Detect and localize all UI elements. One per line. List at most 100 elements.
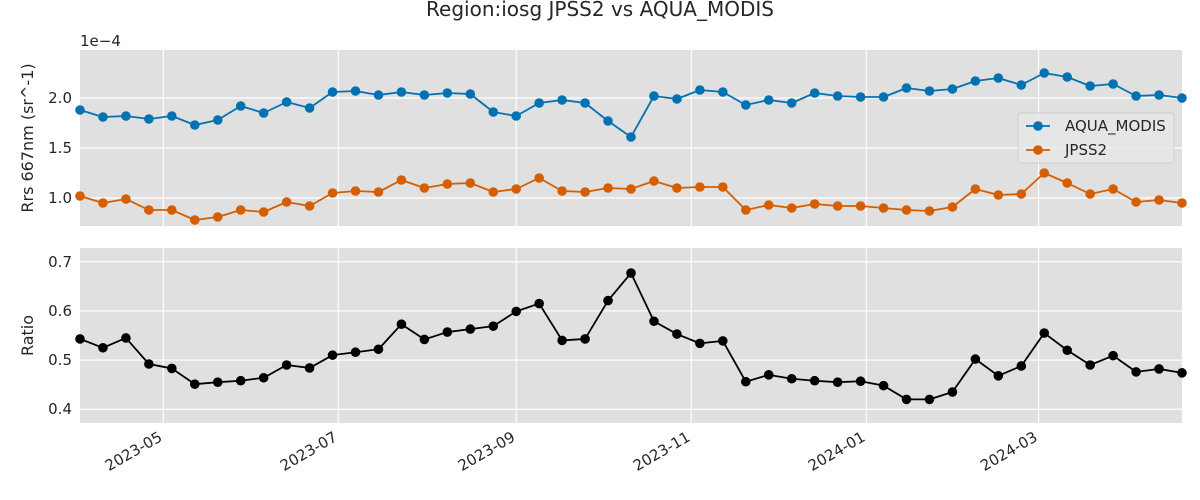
- data-point: [167, 111, 177, 121]
- data-point: [465, 324, 476, 334]
- data-point: [695, 85, 705, 95]
- y-tick-label: 0.4: [48, 400, 72, 418]
- data-point: [603, 116, 613, 126]
- data-point: [855, 201, 866, 211]
- data-point: [1131, 367, 1141, 377]
- data-point: [419, 90, 430, 100]
- legend-label: JPSS2: [1064, 141, 1107, 159]
- data-point: [878, 203, 889, 213]
- data-point: [603, 183, 613, 193]
- data-point: [212, 377, 223, 387]
- data-point: [993, 190, 1004, 200]
- data-point: [695, 182, 705, 192]
- x-tick-label: 2023-11: [630, 428, 693, 475]
- x-tick-label: 2023-05: [102, 428, 165, 475]
- y-scale-label: 1e−4: [80, 32, 121, 50]
- data-point: [258, 207, 269, 217]
- data-point: [189, 379, 200, 389]
- y-tick-label: 0.6: [48, 302, 72, 320]
- data-point: [1177, 93, 1187, 103]
- data-point: [832, 91, 843, 101]
- data-point: [1016, 361, 1027, 371]
- data-point: [373, 187, 384, 197]
- data-point: [855, 92, 866, 102]
- data-point: [281, 97, 292, 107]
- data-point: [488, 321, 499, 331]
- series-ratio: [75, 268, 1187, 405]
- data-point: [511, 306, 522, 317]
- data-point: [98, 342, 108, 353]
- data-point: [809, 88, 820, 98]
- data-point: [947, 84, 958, 94]
- data-point: [1085, 81, 1095, 91]
- data-point: [786, 203, 797, 213]
- x-tick-label: 2024-03: [977, 428, 1040, 475]
- data-point: [924, 86, 935, 96]
- data-point: [144, 205, 154, 215]
- data-point: [511, 184, 522, 194]
- data-point: [557, 95, 567, 105]
- data-point: [786, 98, 797, 108]
- data-point: [878, 380, 889, 391]
- data-point: [121, 333, 131, 343]
- data-point: [350, 347, 361, 358]
- y-tick-label: 1.0: [48, 189, 72, 207]
- data-point: [626, 268, 636, 278]
- data-point: [98, 112, 108, 122]
- legend: AQUA_MODIS JPSS2: [1017, 112, 1175, 164]
- data-point: [396, 319, 407, 329]
- legend-label: AQUA_MODIS: [1065, 117, 1166, 136]
- data-point: [75, 191, 85, 201]
- data-point: [580, 334, 590, 344]
- data-point: [1154, 364, 1164, 374]
- y-tick-label: 1.5: [48, 139, 72, 157]
- data-point: [947, 202, 958, 212]
- data-point: [511, 111, 522, 121]
- data-point: [672, 183, 682, 193]
- data-point: [672, 329, 682, 339]
- data-point: [970, 184, 981, 194]
- data-point: [235, 205, 246, 215]
- data-point: [1062, 178, 1073, 188]
- data-point: [1039, 168, 1050, 178]
- data-point: [1108, 184, 1118, 194]
- y-axis-label: Rrs 667nm (sr^-1): [18, 63, 37, 212]
- data-point: [281, 197, 292, 207]
- data-point: [465, 178, 476, 188]
- data-point: [970, 354, 981, 364]
- y-tick-label: 0.7: [48, 253, 72, 271]
- top-panel: 1.0 1.5 2.0 Rrs 667nm (sr^-1) 1e−4 AQUA_MODIS…: [18, 32, 1187, 226]
- x-tick-label: 2024-01: [805, 428, 868, 475]
- data-point: [1177, 198, 1187, 208]
- data-point: [98, 198, 108, 208]
- data-point: [1108, 79, 1118, 89]
- data-point: [763, 95, 774, 105]
- data-point: [740, 205, 751, 215]
- data-point: [350, 86, 361, 96]
- data-point: [1039, 68, 1050, 78]
- data-point: [832, 201, 843, 211]
- data-point: [488, 187, 499, 197]
- data-point: [649, 316, 659, 327]
- data-point: [672, 94, 682, 104]
- series-jpss2: [75, 168, 1187, 225]
- data-point: [1062, 72, 1073, 82]
- data-point: [442, 88, 453, 98]
- data-point: [534, 98, 544, 108]
- y-axis-label: Ratio: [18, 315, 37, 356]
- data-point: [809, 199, 820, 209]
- data-point: [901, 205, 912, 215]
- data-point: [924, 394, 935, 405]
- data-point: [718, 336, 728, 346]
- data-point: [189, 215, 200, 225]
- data-point: [1016, 80, 1027, 90]
- data-point: [75, 334, 85, 344]
- data-point: [809, 375, 820, 386]
- data-point: [350, 186, 361, 196]
- data-point: [534, 298, 544, 309]
- data-point: [580, 187, 590, 197]
- data-point: [718, 87, 728, 97]
- data-point: [1131, 91, 1141, 101]
- data-point: [327, 188, 338, 198]
